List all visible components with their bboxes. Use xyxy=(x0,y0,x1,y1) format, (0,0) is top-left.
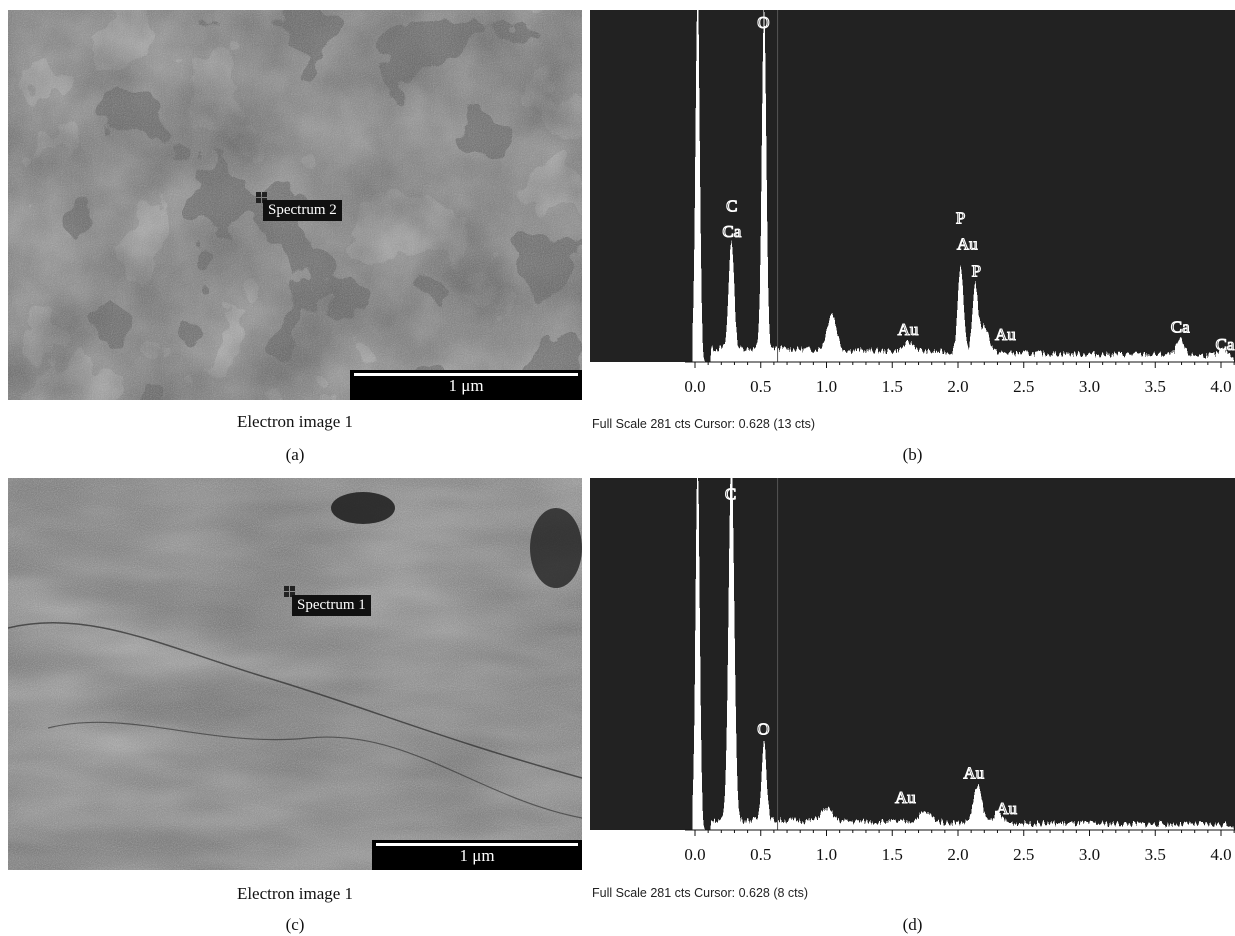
panel-caption-a: (a) xyxy=(285,445,305,464)
panel-caption-b: (b) xyxy=(902,445,923,464)
element-label-b: Au xyxy=(995,325,1016,344)
element-label-b: Ca xyxy=(1215,335,1234,354)
x-tick-label-b: 1.5 xyxy=(882,377,903,396)
image-title-c: Electron image 1 xyxy=(236,884,354,903)
element-label-b: Au xyxy=(957,234,978,253)
scale-bar-c: 1 μm xyxy=(372,840,582,870)
x-tick-label-d: 2.5 xyxy=(1013,845,1034,864)
x-tick-label-b: 1.0 xyxy=(816,377,837,396)
element-label-b: P xyxy=(956,209,965,228)
eds-spectrum-d: 0.0 0.5 1.0 1.5 2.0 2.5 3.0 3.5 4.0 C O Au Au Au xyxy=(590,449,1235,870)
x-tick-label-d: 4.0 xyxy=(1210,845,1231,864)
spectrum-label-c: Spectrum 1 xyxy=(292,595,371,616)
element-label-b: O xyxy=(757,13,769,32)
sem-image-a: Spectrum 2 1 μm xyxy=(8,10,582,400)
spectrum-footer-b: Full Scale 281 cts Cursor: 0.628 (13 cts… xyxy=(592,417,816,431)
eds-chart-svg-d: 0.0 0.5 1.0 1.5 2.0 2.5 3.0 3.5 4.0 C O Au Au Au xyxy=(590,449,1235,864)
element-label-b: Ca xyxy=(722,222,741,241)
x-tick-label-d: 2.0 xyxy=(947,845,968,864)
scale-bar-label-c: 1 μm xyxy=(459,846,495,865)
panel-caption-c: (c) xyxy=(285,915,305,934)
x-tick-label-d: 3.0 xyxy=(1079,845,1100,864)
x-tick-label-b: 2.5 xyxy=(1013,377,1034,396)
plot-background-d xyxy=(590,478,1235,830)
x-tick-label-b: 3.0 xyxy=(1079,377,1100,396)
x-tick-label-d: 0.5 xyxy=(750,845,771,864)
element-label-b: C xyxy=(726,196,737,215)
sem-texture-c xyxy=(8,478,582,870)
element-label-d: O xyxy=(757,720,769,739)
spectrum-footer-d: Full Scale 281 cts Cursor: 0.628 (8 cts) xyxy=(592,886,809,900)
x-tick-label-b: 3.5 xyxy=(1145,377,1166,396)
plot-background-b xyxy=(590,10,1235,362)
x-tick-label-b: 0.0 xyxy=(684,377,705,396)
x-tick-label-b: 4.0 xyxy=(1210,377,1231,396)
x-tick-label-d: 3.5 xyxy=(1145,845,1166,864)
element-label-d: Au xyxy=(996,799,1017,818)
spectrum-label-a: Spectrum 2 xyxy=(263,200,342,221)
sem-image-c: Spectrum 1 1 μm xyxy=(8,478,582,870)
scale-bar-label-a: 1 μm xyxy=(448,376,484,395)
panel-caption-d: (d) xyxy=(902,915,923,934)
element-label-d: C xyxy=(725,484,736,503)
x-tick-label-b: 2.0 xyxy=(947,377,968,396)
element-label-d: Au xyxy=(895,788,916,807)
element-label-b: P xyxy=(972,261,981,280)
x-tick-label-b: 0.5 xyxy=(750,377,771,396)
x-tick-label-d: 0.0 xyxy=(684,845,705,864)
image-title-a: Electron image 1 xyxy=(236,412,354,431)
element-label-d: Au xyxy=(963,764,984,783)
element-label-b: Au xyxy=(898,320,919,339)
x-tick-label-d: 1.0 xyxy=(816,845,837,864)
eds-chart-svg-b: 0.0 0.5 1.0 1.5 2.0 2.5 3.0 3.5 4.0 O C Ca P Au P Au Au C… xyxy=(590,0,1235,396)
x-tick-label-d: 1.5 xyxy=(882,845,903,864)
eds-spectrum-b: 0.0 0.5 1.0 1.5 2.0 2.5 3.0 3.5 4.0 O C Ca P Au P Au Au C… xyxy=(590,0,1235,402)
element-label-b: Ca xyxy=(1171,318,1190,337)
spectrum-marker-c xyxy=(284,586,295,597)
scale-bar-a: 1 μm xyxy=(350,370,582,400)
